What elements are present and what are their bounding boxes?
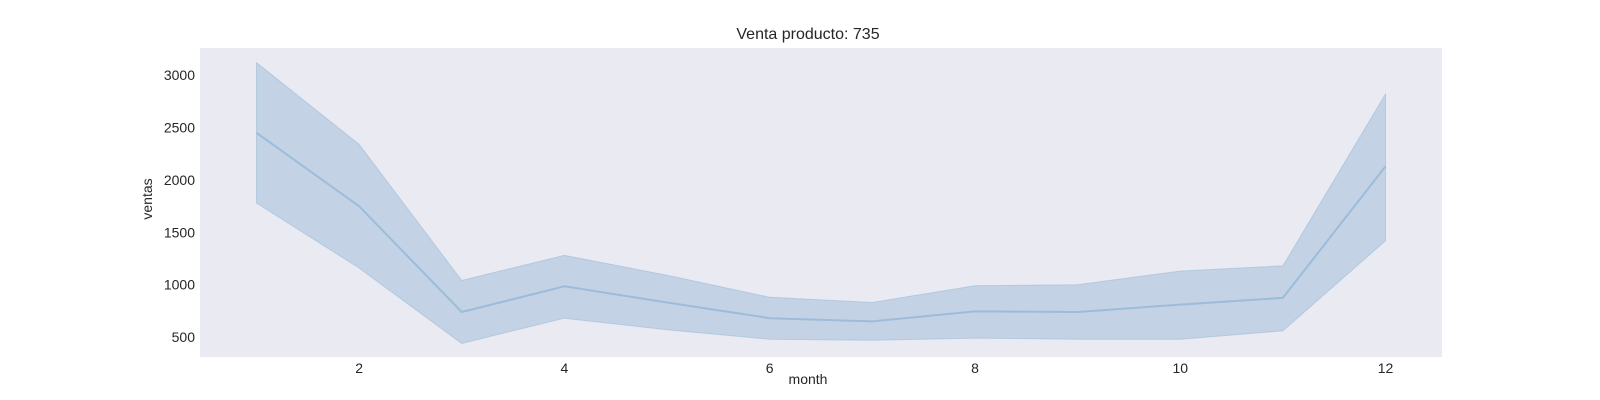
- confidence-band-0: [256, 61, 1386, 344]
- x-axis-label: month: [789, 371, 828, 387]
- series-line-0: [255, 131, 1387, 323]
- series-lines: [255, 131, 1387, 323]
- x-axis-ticks: 2 4 6 8 10 12: [355, 360, 1393, 376]
- y-axis-ticks: 500 1000 1500 2000 2500 3000: [164, 67, 195, 345]
- y-tick-label: 2500: [164, 120, 195, 136]
- y-tick-label: 1500: [164, 224, 195, 240]
- y-tick-label: 500: [172, 329, 196, 345]
- y-tick-label: 2000: [164, 172, 195, 188]
- x-tick-label: 12: [1378, 360, 1394, 376]
- x-tick-label: 4: [561, 360, 569, 376]
- y-axis-label: ventas: [139, 178, 155, 219]
- x-tick-label: 6: [766, 360, 774, 376]
- x-tick-label: 10: [1173, 360, 1189, 376]
- y-tick-label: 3000: [164, 67, 195, 83]
- y-tick-label: 1000: [164, 277, 195, 293]
- x-tick-label: 2: [355, 360, 363, 376]
- x-tick-label: 8: [971, 360, 979, 376]
- confidence-bands: [256, 61, 1386, 344]
- chart-title: Venta producto: 735: [736, 26, 879, 43]
